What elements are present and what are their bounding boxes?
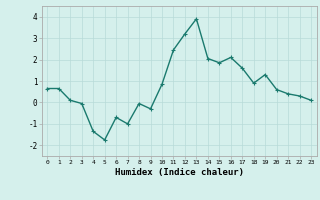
X-axis label: Humidex (Indice chaleur): Humidex (Indice chaleur) <box>115 168 244 177</box>
